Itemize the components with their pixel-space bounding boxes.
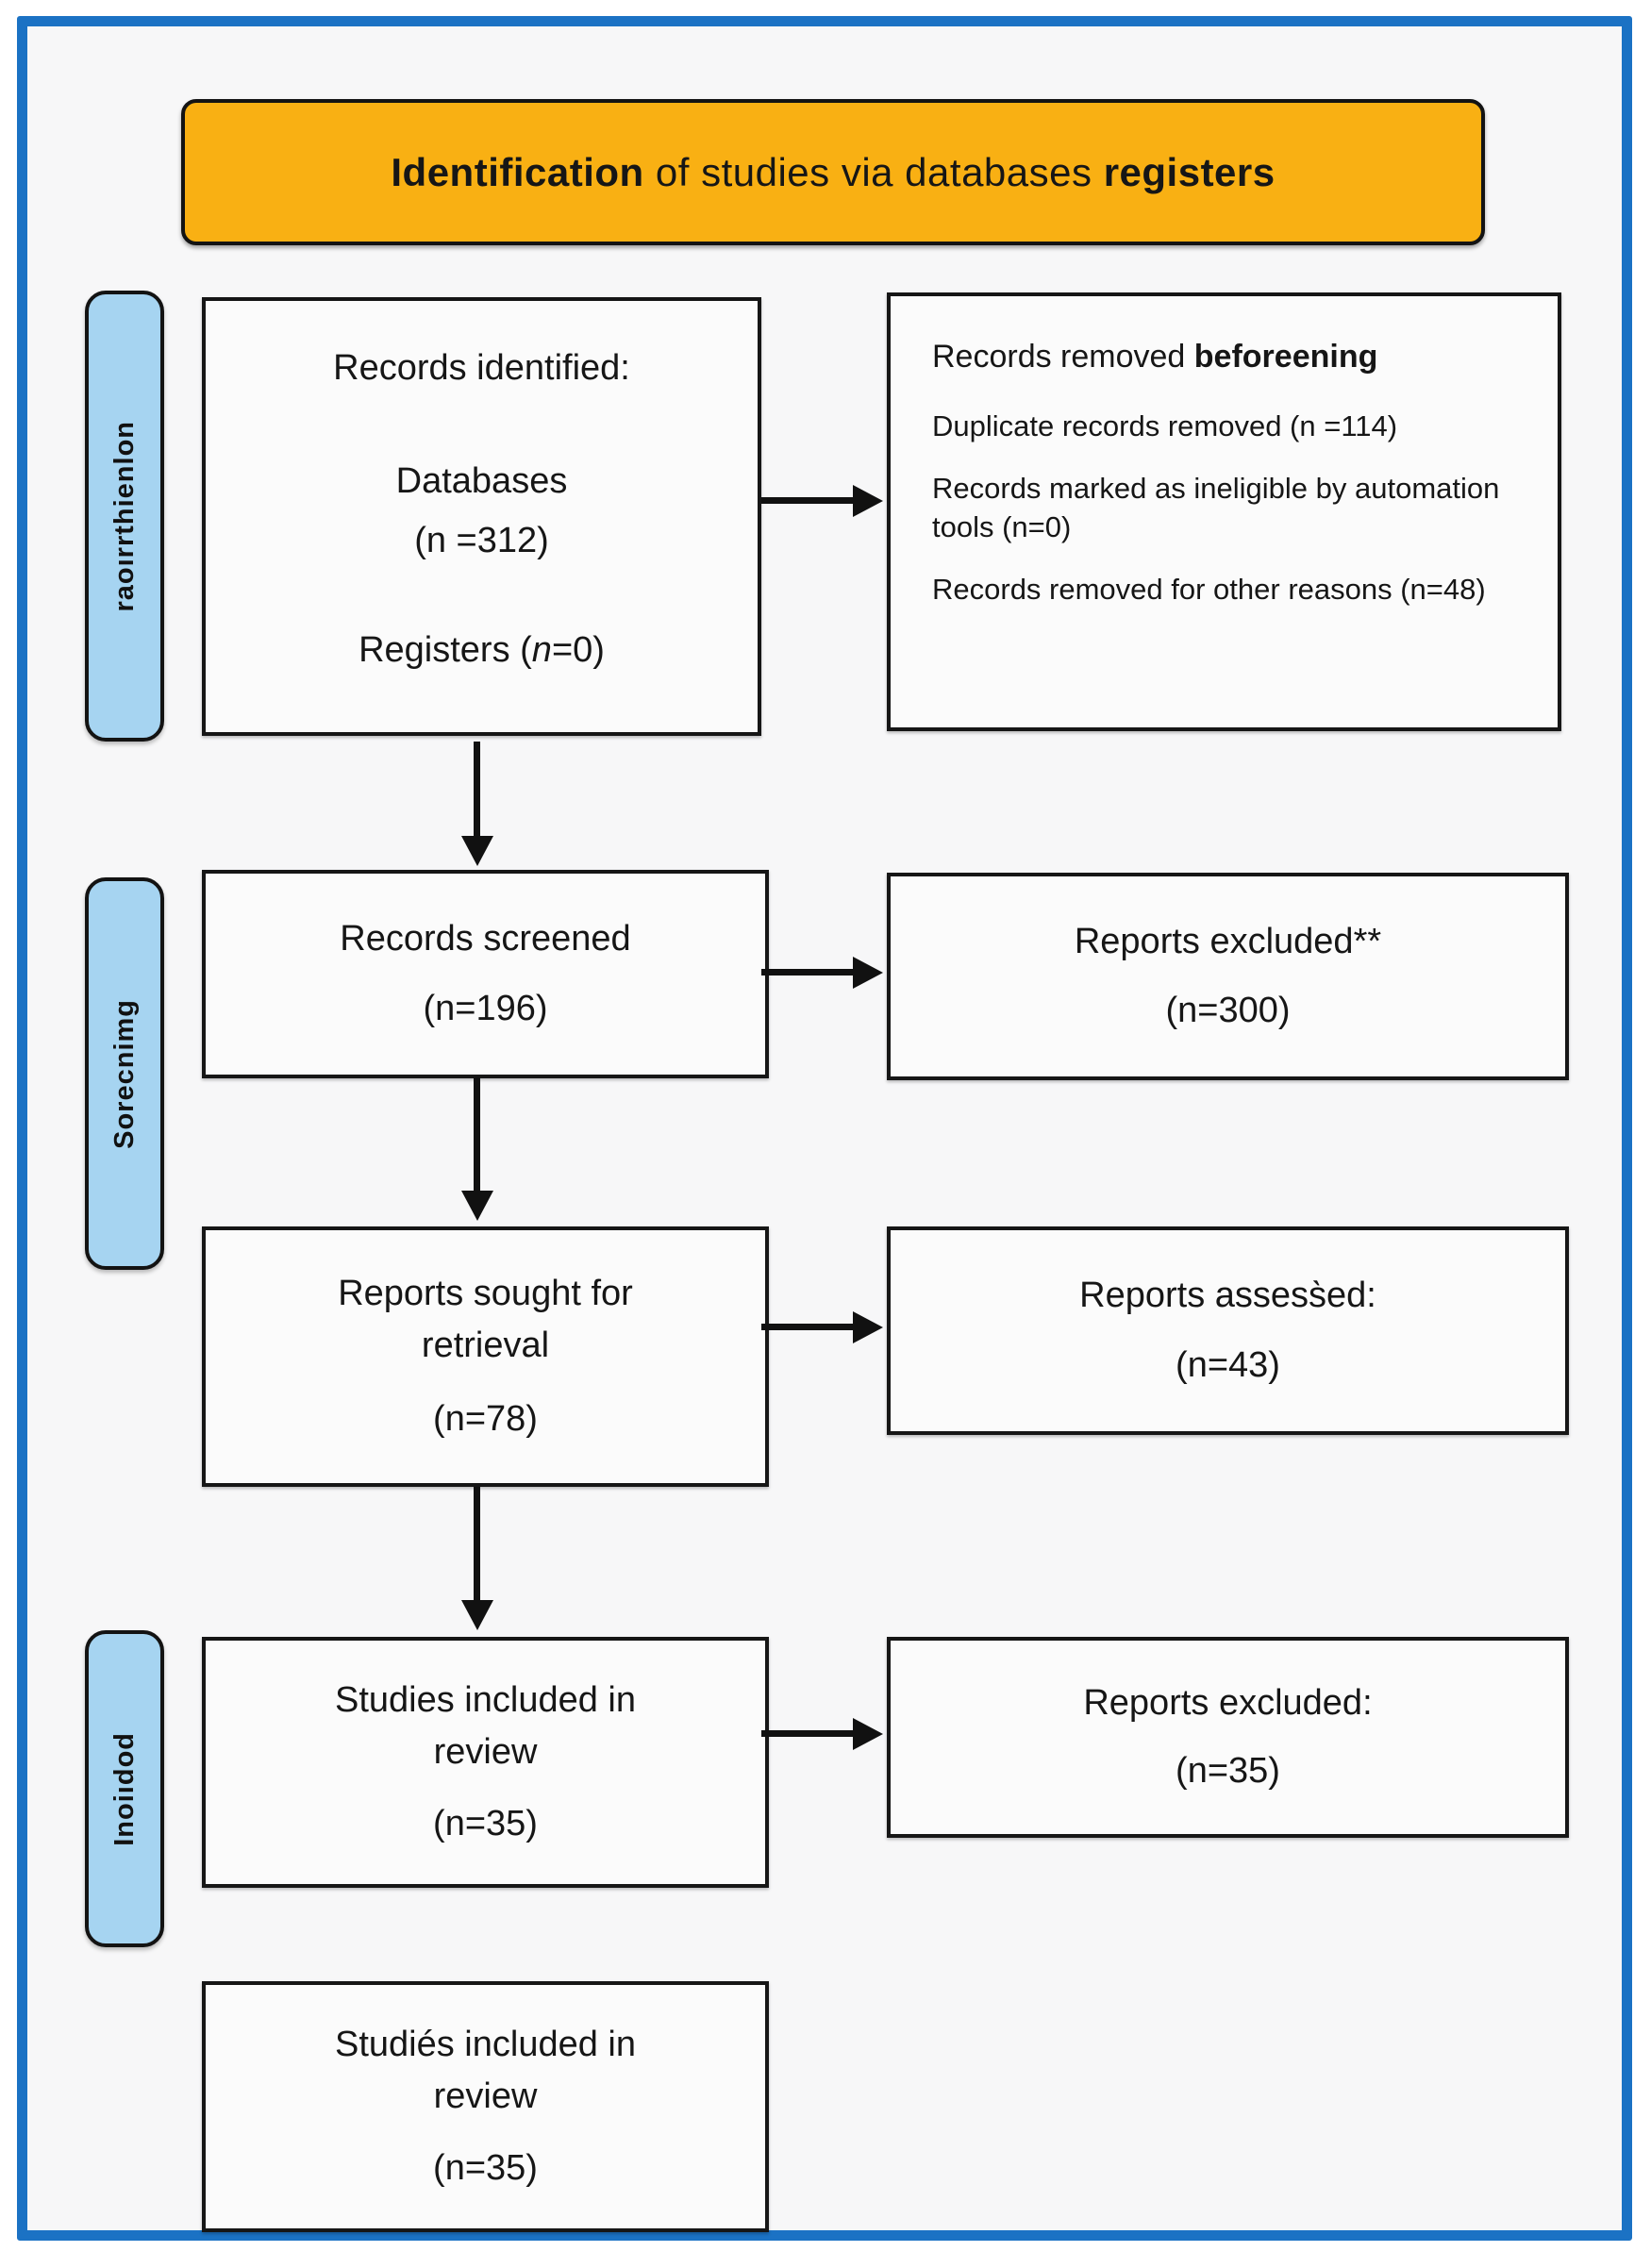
- arrow-down-identified-to-screened: [474, 742, 480, 838]
- arrow-down-screened-to-sought: [474, 1077, 480, 1192]
- sidebar-pill-included: Inoiıdod: [85, 1630, 164, 1947]
- records-removed-item-duplicates: Duplicate records removed (n =114): [932, 409, 1398, 443]
- arrow-down-sought-to-included: [474, 1487, 480, 1602]
- box-studies-included: Studies included in review (n=35): [202, 1637, 769, 1888]
- records-identified-registers: Registers (n=0): [359, 629, 605, 670]
- reports-excluded-screening-label: Reports excluded**: [1074, 921, 1382, 961]
- studies-included-final-n: (n=35): [433, 2147, 538, 2188]
- reports-sought-n: (n=78): [433, 1398, 538, 1439]
- records-screened-n: (n=196): [423, 988, 548, 1028]
- reports-sought-line1: Reports sought for: [338, 1273, 633, 1313]
- reports-sought-line2: retrieval: [421, 1326, 550, 1366]
- studies-included-final-line1: Studiés included in: [335, 2024, 636, 2064]
- box-records-identified: Records identified: Databases (n =312) R…: [202, 297, 761, 736]
- title-word-registers: registers: [1103, 149, 1276, 194]
- title-banner: Identification of studies via databases …: [181, 99, 1485, 245]
- arrow-right-sought-to-assessed: [761, 1324, 854, 1330]
- records-removed-item-automation: Records marked as ineligible by automati…: [932, 472, 1500, 543]
- records-identified-heading: Records identified:: [333, 348, 630, 388]
- reports-excluded-eligibility-label: Reports excluded:: [1083, 1683, 1373, 1723]
- box-reports-sought: Reports sought for retrieval (n=78): [202, 1226, 769, 1487]
- title-text: Identification of studies via databases …: [391, 150, 1275, 195]
- studies-included-n: (n=35): [433, 1803, 538, 1843]
- box-records-removed: Records removed beforeening Duplicate re…: [887, 292, 1561, 731]
- title-middle: of studies via databases: [643, 149, 1104, 194]
- records-removed-item-other: Records removed for other reasons (n=48): [932, 573, 1486, 607]
- records-removed-heading: Records removed beforeening: [932, 339, 1378, 375]
- arrow-right-identified-to-removed: [761, 497, 854, 504]
- studies-included-line2: review: [433, 1732, 538, 1773]
- sidebar-pill-screening: Sorecnimg: [85, 877, 164, 1270]
- box-reports-excluded-eligibility: Reports excluded: (n=35): [887, 1637, 1569, 1838]
- sidebar-pill-included-label: Inoiıdod: [108, 1731, 140, 1846]
- box-records-screened: Records screened (n=196): [202, 870, 769, 1078]
- studies-included-final-line2: review: [433, 2076, 538, 2117]
- reports-assessed-n: (n=43): [1176, 1344, 1280, 1385]
- records-identified-databases: Databases: [395, 460, 568, 501]
- sidebar-pill-identification-label: raoırrthienlon: [108, 420, 140, 612]
- sidebar-pill-identification: raoırrthienlon: [85, 291, 164, 742]
- studies-included-line1: Studies included in: [335, 1679, 636, 1720]
- arrow-right-screened-to-excluded: [761, 969, 854, 976]
- records-screened-label: Records screened: [340, 919, 631, 959]
- box-studies-included-final: Studiés included in review (n=35): [202, 1981, 769, 2232]
- box-reports-assessed: Reports assess̀ed: (n=43): [887, 1226, 1569, 1435]
- box-reports-excluded-screening: Reports excluded** (n=300): [887, 873, 1569, 1080]
- sidebar-pill-screening-label: Sorecnimg: [108, 998, 140, 1149]
- reports-excluded-eligibility-n: (n=35): [1176, 1750, 1280, 1791]
- arrow-right-included-to-excluded: [761, 1730, 854, 1737]
- reports-excluded-screening-n: (n=300): [1165, 991, 1291, 1030]
- title-word-identification: Identification: [391, 149, 644, 194]
- records-identified-databases-n: (n =312): [414, 521, 549, 560]
- reports-assessed-label: Reports assess̀ed:: [1079, 1276, 1376, 1315]
